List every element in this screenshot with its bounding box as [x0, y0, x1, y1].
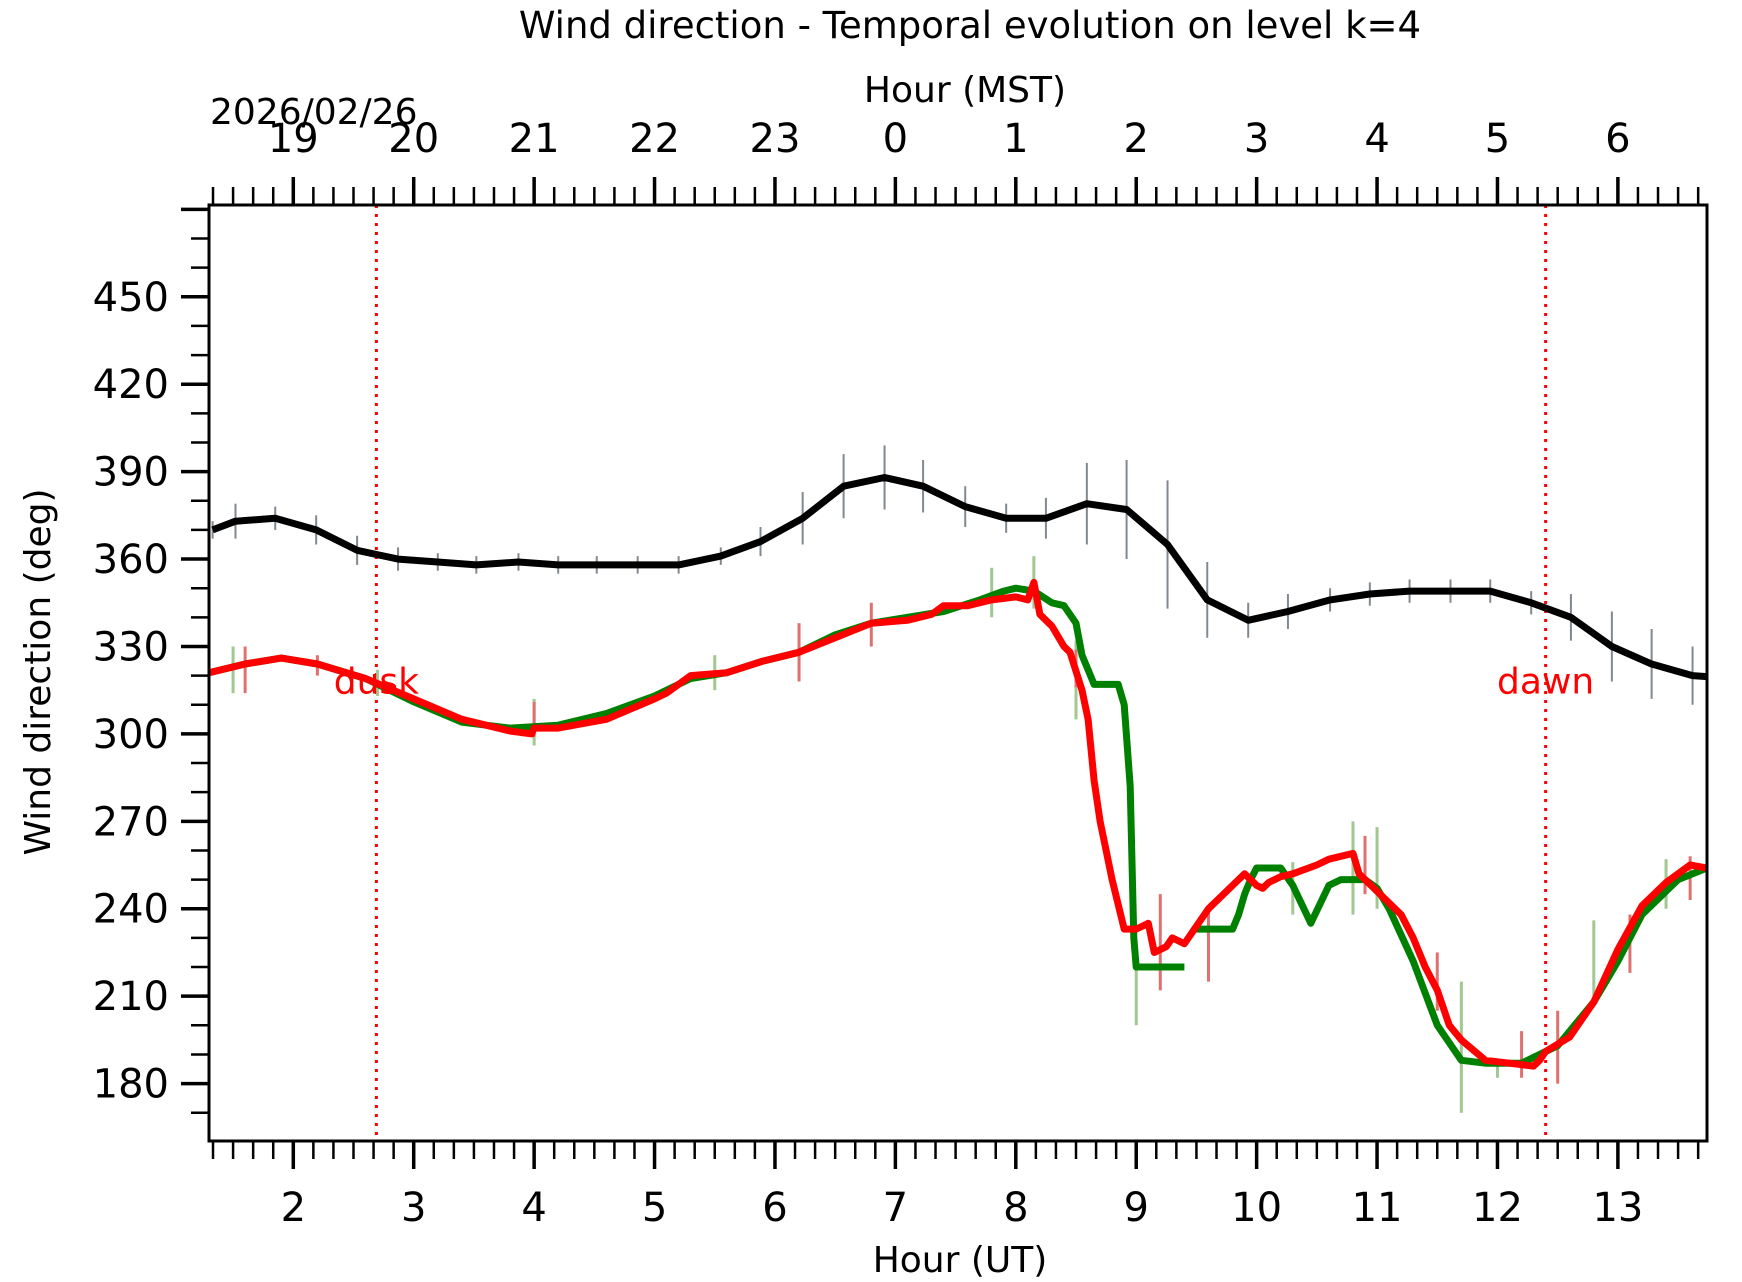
x-tick-label: 7 — [883, 1185, 908, 1231]
x-tick-label: 6 — [762, 1185, 787, 1231]
plot-frame — [207, 203, 1709, 1143]
x-tick-label: 9 — [1123, 1185, 1148, 1231]
y-tick-label: 420 — [93, 362, 169, 408]
top-tick-label: 23 — [750, 116, 801, 162]
y-axis-title: Wind direction (deg) — [18, 488, 59, 855]
series-group — [209, 205, 1707, 1141]
x-tick-label: 3 — [401, 1185, 426, 1231]
y-tick-label: 450 — [93, 275, 169, 321]
black-line — [211, 474, 1707, 681]
top-tick-label: 4 — [1364, 116, 1389, 162]
green-line — [209, 584, 1185, 971]
top-tick-label: 5 — [1485, 116, 1510, 162]
x-tick-label: 12 — [1472, 1185, 1523, 1231]
x-tick-label: 10 — [1231, 1185, 1282, 1231]
y-tick-label: 240 — [93, 887, 169, 933]
x-tick-label: 8 — [1003, 1185, 1028, 1231]
x-tick-label: 13 — [1592, 1185, 1643, 1231]
y-tick-label: 180 — [93, 1062, 169, 1108]
x-tick-label: 11 — [1352, 1185, 1403, 1231]
y-tick-label: 210 — [93, 974, 169, 1020]
y-tick-label: 300 — [93, 712, 169, 758]
plot-area: dusk dawn — [209, 205, 1707, 1141]
x-tick-label: 2 — [281, 1185, 306, 1231]
top-axis-title: Hour (MST) — [864, 70, 1066, 111]
date-label: 2026/02/26 — [210, 92, 418, 133]
y-tick-label: 330 — [93, 624, 169, 670]
dusk-label: dusk — [334, 661, 419, 702]
top-tick-label: 19 — [268, 116, 319, 162]
x-axis-title: Hour (UT) — [873, 1240, 1048, 1281]
x-tick-label: 4 — [521, 1185, 546, 1231]
chart-title: Wind direction - Temporal evolution on l… — [519, 4, 1421, 47]
dawn-label: dawn — [1497, 661, 1594, 702]
top-tick-label: 0 — [883, 116, 908, 162]
top-tick-label: 6 — [1605, 116, 1630, 162]
y-tick-label: 270 — [93, 799, 169, 845]
x-tick-label: 5 — [642, 1185, 667, 1231]
top-tick-label: 2 — [1123, 116, 1148, 162]
top-tick-label: 1 — [1003, 116, 1028, 162]
top-tick-label: 20 — [388, 116, 439, 162]
y-tick-label: 390 — [93, 450, 169, 496]
y-tick-label: 360 — [93, 537, 169, 583]
red-line — [209, 578, 1707, 1070]
top-tick-label: 22 — [629, 116, 680, 162]
top-tick-label: 21 — [509, 116, 560, 162]
top-tick-label: 3 — [1244, 116, 1269, 162]
